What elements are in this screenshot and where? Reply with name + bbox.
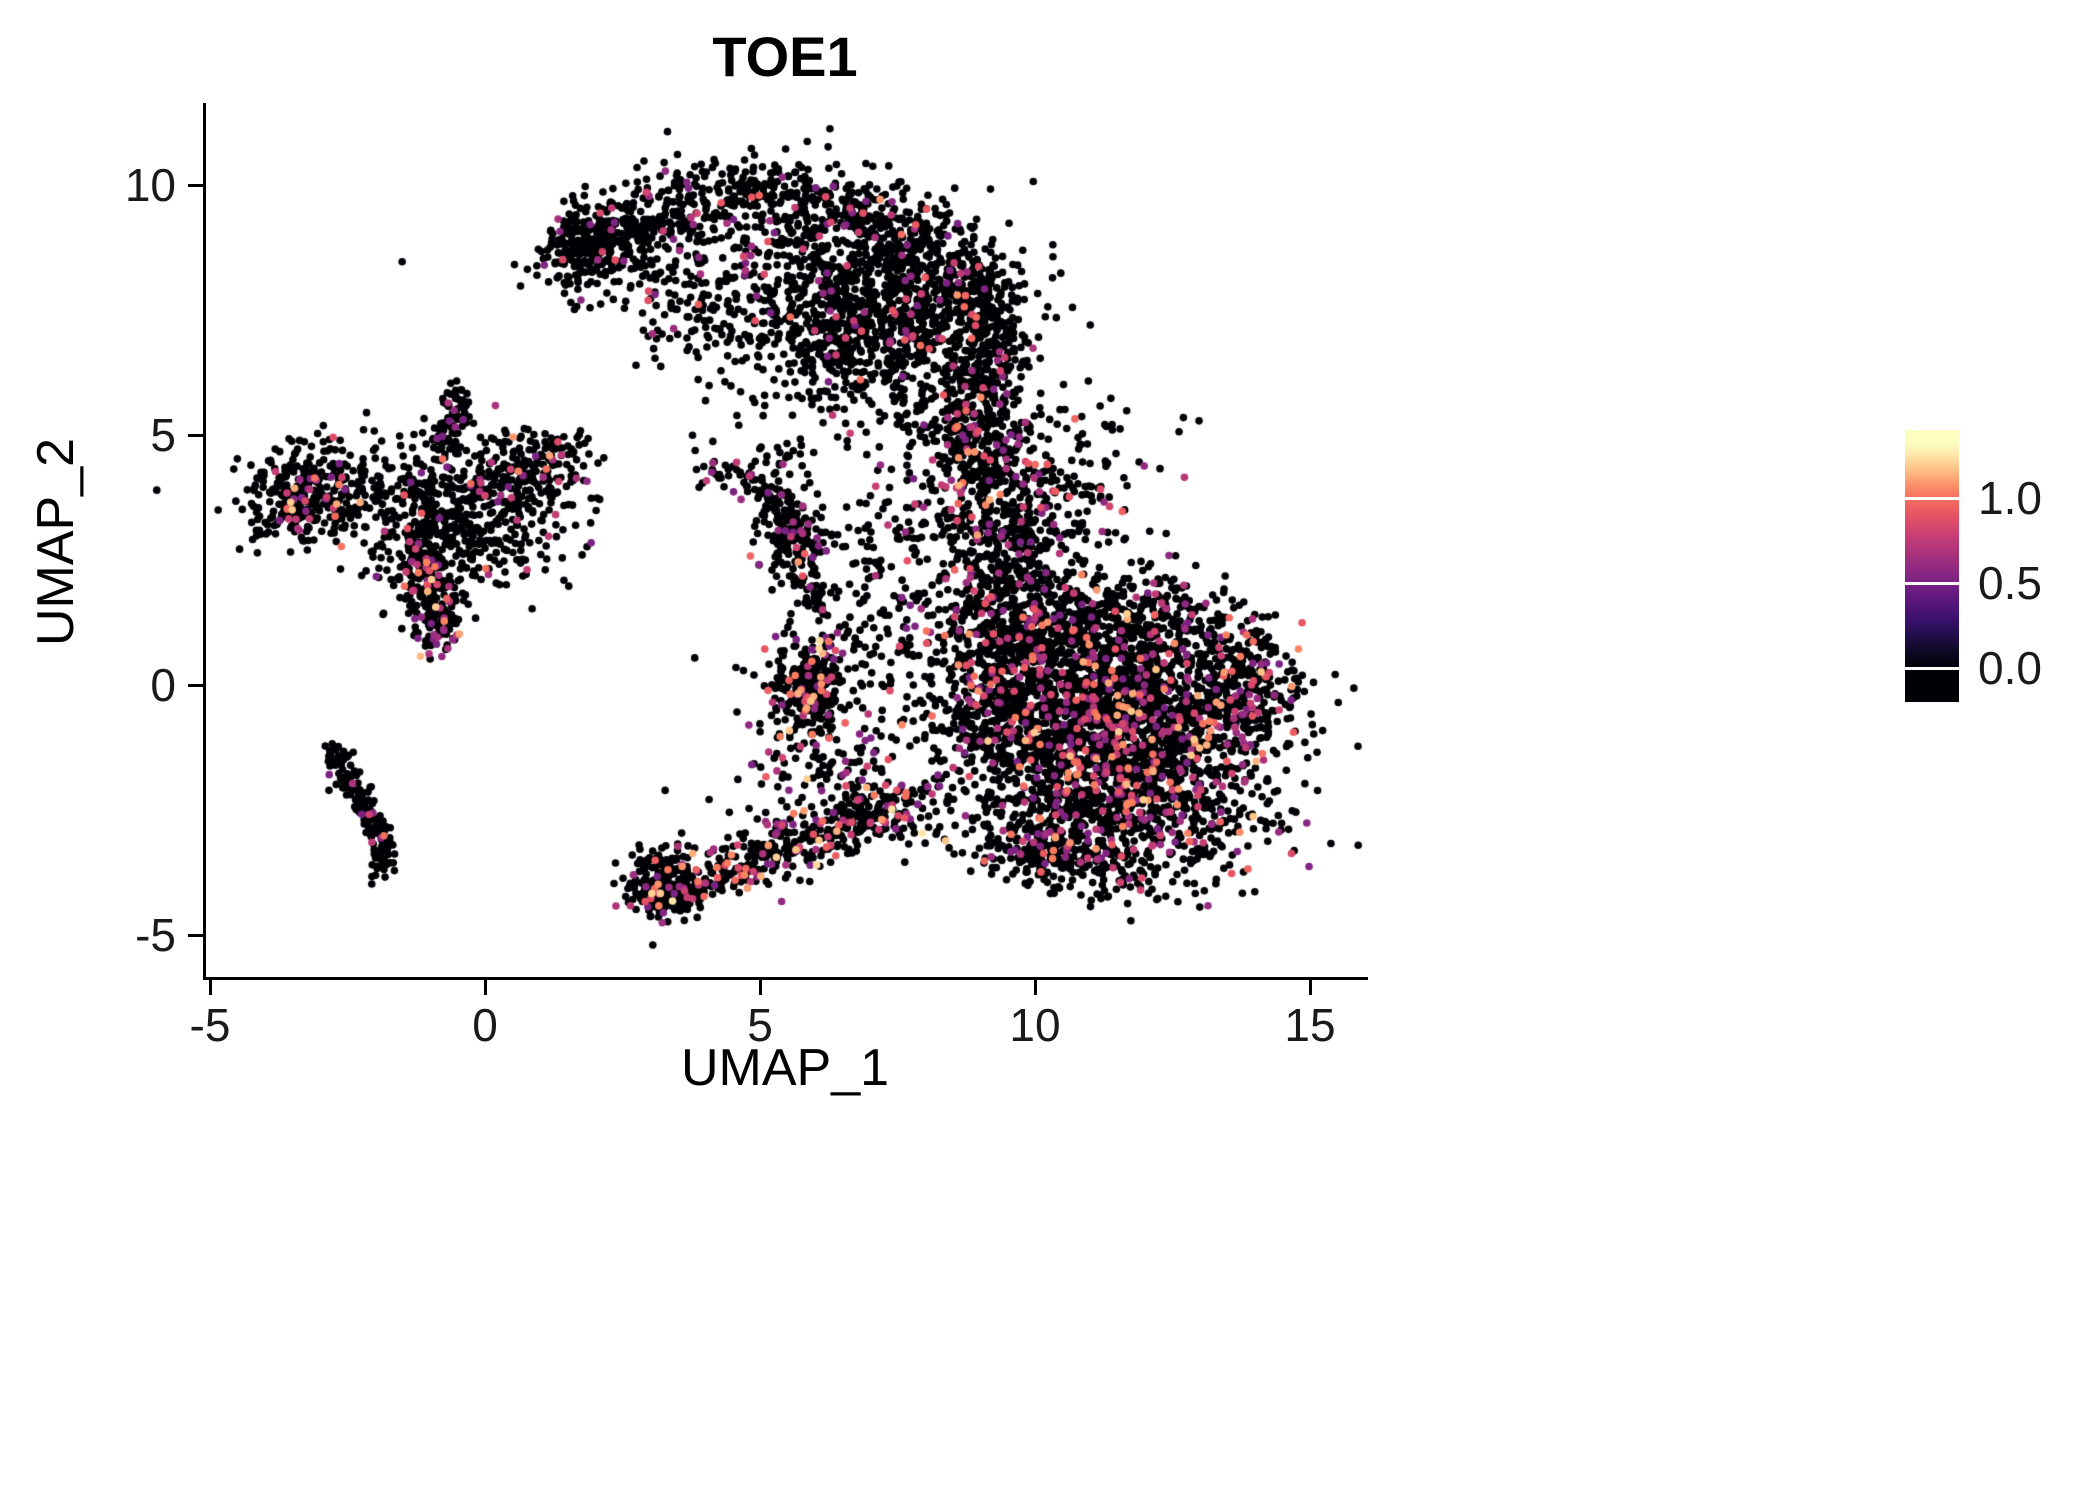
y-axis-line [203, 103, 206, 980]
x-tick-mark [209, 980, 212, 995]
colorbar-tick-label: 0.5 [1978, 557, 2042, 609]
x-tick-mark [759, 980, 762, 995]
x-tick-mark [484, 980, 487, 995]
x-tick-label: 0 [472, 999, 498, 1051]
x-tick-label: -5 [189, 999, 231, 1051]
y-tick-label: 5 [150, 409, 176, 461]
chart-title: TOE1 [712, 25, 858, 88]
y-tick-mark [188, 684, 203, 687]
colorbar-tick-label: 0.0 [1978, 642, 2042, 694]
x-tick-label: 10 [1009, 999, 1061, 1051]
y-tick-label: 10 [124, 159, 176, 211]
colorbar-tick-mark [1905, 497, 1959, 500]
y-tick-label: -5 [135, 909, 176, 961]
x-tick-label: 15 [1284, 999, 1336, 1051]
y-tick-mark [188, 184, 203, 187]
y-axis-label: UMAP_2 [27, 437, 85, 647]
x-tick-mark [1034, 980, 1037, 995]
colorbar-tick-mark [1905, 667, 1959, 670]
colorbar-tick-mark [1905, 582, 1959, 585]
x-tick-mark [1309, 980, 1312, 995]
x-axis-label: UMAP_1 [680, 1039, 890, 1097]
x-axis-line [203, 977, 1368, 980]
y-tick-mark [188, 434, 203, 437]
x-tick-label: 5 [747, 999, 773, 1051]
colorbar-tick-label: 1.0 [1978, 472, 2042, 524]
colorbar-gradient [1905, 430, 1959, 702]
y-tick-mark [188, 934, 203, 937]
y-tick-label: 0 [150, 659, 176, 711]
